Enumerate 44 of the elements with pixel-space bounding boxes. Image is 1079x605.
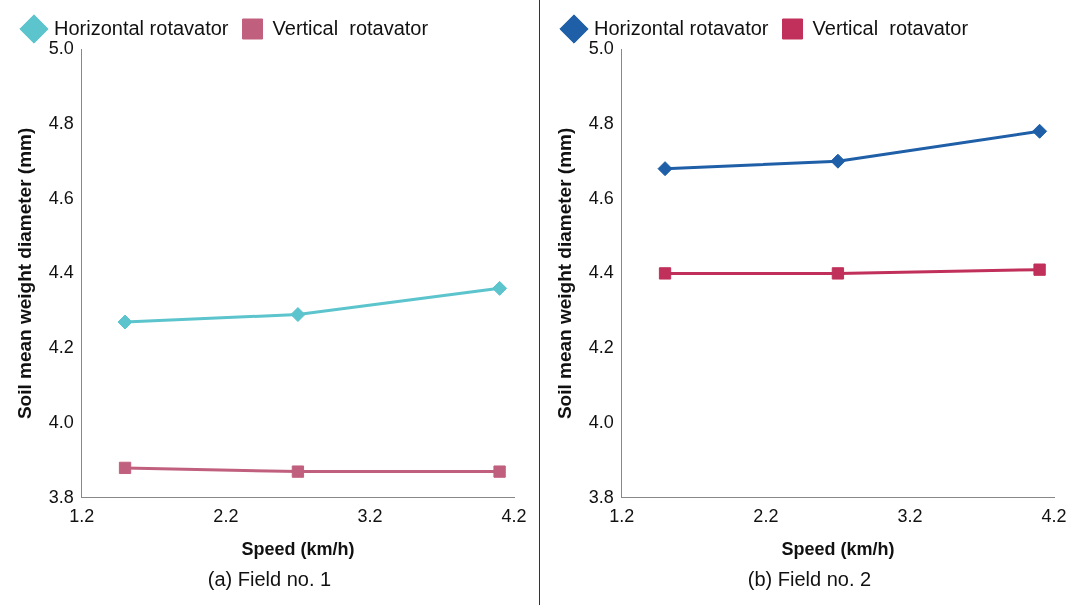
point xyxy=(1033,263,1046,276)
x-tick-label: 1.2 xyxy=(609,505,635,526)
y-tick-label: 4.4 xyxy=(48,262,74,283)
point xyxy=(831,267,845,280)
y-tick-label: 5.0 xyxy=(588,37,614,58)
y-tick-label: 5.0 xyxy=(48,37,74,58)
x-tick-label: 2.2 xyxy=(213,505,239,526)
y-tick-label: 4.6 xyxy=(588,187,614,208)
y-axis-title: Soil mean weight diameter (mm) xyxy=(13,127,35,420)
x-tick-label: 2.2 xyxy=(753,505,779,526)
y-tick-label: 4.8 xyxy=(588,112,614,133)
point xyxy=(830,153,846,169)
x-tick-label: 1.2 xyxy=(69,505,95,526)
x-axis-title: Speed (km/h) xyxy=(241,539,355,560)
point xyxy=(291,465,305,478)
y-tick-label: 4.0 xyxy=(588,411,614,432)
y-tick-label: 3.8 xyxy=(588,486,614,507)
y-tick-label: 3.8 xyxy=(48,486,74,507)
text: (a) Field no. 1 xyxy=(206,568,333,591)
point xyxy=(117,314,133,330)
legend-label: Vertical rotavator xyxy=(272,16,429,39)
y-axis-title: Soil mean weight diameter (mm) xyxy=(553,127,575,420)
x-tick-label: 3.2 xyxy=(357,505,383,526)
text: (b) Field no. 2 xyxy=(746,568,873,591)
x-tick-label: 4.2 xyxy=(501,505,527,526)
x-tick-label: 4.2 xyxy=(1041,505,1067,526)
legend-label: Horizontal rotavator xyxy=(54,16,229,39)
legend-label: Vertical rotavator xyxy=(812,16,969,39)
y-tick-label: 4.2 xyxy=(48,337,74,358)
y-tick-label: 4.6 xyxy=(48,187,74,208)
y-tick-label: 4.2 xyxy=(588,337,614,358)
point xyxy=(118,461,132,475)
point xyxy=(492,280,508,296)
point xyxy=(658,267,672,280)
y-tick-label: 4.0 xyxy=(48,411,74,432)
y-tick-label: 4.4 xyxy=(588,262,614,283)
legend-label: Horizontal rotavator xyxy=(594,16,769,39)
point xyxy=(290,307,306,323)
y-tick-label: 4.8 xyxy=(48,112,74,133)
point xyxy=(1032,123,1048,139)
x-tick-label: 3.2 xyxy=(897,505,923,526)
x-axis-title: Speed (km/h) xyxy=(781,539,895,560)
point xyxy=(493,465,506,478)
point xyxy=(657,161,673,177)
